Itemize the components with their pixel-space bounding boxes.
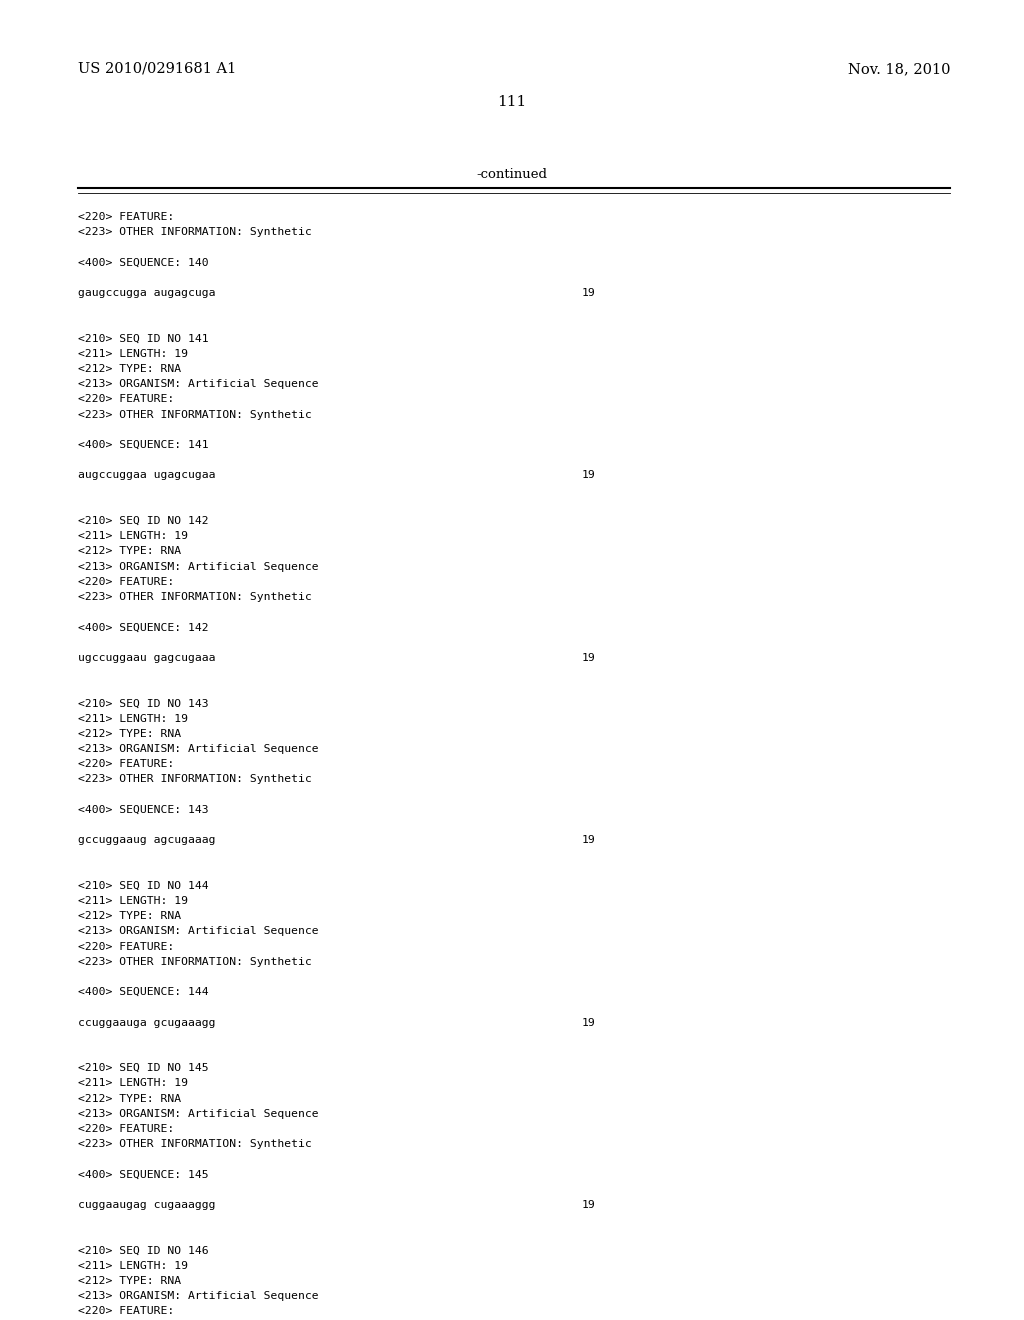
Text: <223> OTHER INFORMATION: Synthetic: <223> OTHER INFORMATION: Synthetic <box>78 775 311 784</box>
Text: <210> SEQ ID NO 144: <210> SEQ ID NO 144 <box>78 880 209 891</box>
Text: <223> OTHER INFORMATION: Synthetic: <223> OTHER INFORMATION: Synthetic <box>78 1139 311 1150</box>
Text: <211> LENGTH: 19: <211> LENGTH: 19 <box>78 714 188 723</box>
Text: <220> FEATURE:: <220> FEATURE: <box>78 395 174 404</box>
Text: <213> ORGANISM: Artificial Sequence: <213> ORGANISM: Artificial Sequence <box>78 1291 318 1302</box>
Text: <223> OTHER INFORMATION: Synthetic: <223> OTHER INFORMATION: Synthetic <box>78 227 311 238</box>
Text: <212> TYPE: RNA: <212> TYPE: RNA <box>78 911 181 921</box>
Text: <213> ORGANISM: Artificial Sequence: <213> ORGANISM: Artificial Sequence <box>78 927 318 936</box>
Text: <220> FEATURE:: <220> FEATURE: <box>78 1307 174 1316</box>
Text: <211> LENGTH: 19: <211> LENGTH: 19 <box>78 348 188 359</box>
Text: <400> SEQUENCE: 141: <400> SEQUENCE: 141 <box>78 440 209 450</box>
Text: <210> SEQ ID NO 145: <210> SEQ ID NO 145 <box>78 1063 209 1073</box>
Text: <400> SEQUENCE: 144: <400> SEQUENCE: 144 <box>78 987 209 997</box>
Text: -continued: -continued <box>476 168 548 181</box>
Text: <210> SEQ ID NO 146: <210> SEQ ID NO 146 <box>78 1246 209 1255</box>
Text: <212> TYPE: RNA: <212> TYPE: RNA <box>78 1276 181 1286</box>
Text: <220> FEATURE:: <220> FEATURE: <box>78 941 174 952</box>
Text: <212> TYPE: RNA: <212> TYPE: RNA <box>78 546 181 557</box>
Text: <400> SEQUENCE: 145: <400> SEQUENCE: 145 <box>78 1170 209 1180</box>
Text: ccuggaauga gcugaaagg: ccuggaauga gcugaaagg <box>78 1018 215 1027</box>
Text: <223> OTHER INFORMATION: Synthetic: <223> OTHER INFORMATION: Synthetic <box>78 591 311 602</box>
Text: <210> SEQ ID NO 143: <210> SEQ ID NO 143 <box>78 698 209 709</box>
Text: <212> TYPE: RNA: <212> TYPE: RNA <box>78 1093 181 1104</box>
Text: 19: 19 <box>582 470 596 480</box>
Text: 19: 19 <box>582 288 596 298</box>
Text: <213> ORGANISM: Artificial Sequence: <213> ORGANISM: Artificial Sequence <box>78 1109 318 1119</box>
Text: <213> ORGANISM: Artificial Sequence: <213> ORGANISM: Artificial Sequence <box>78 744 318 754</box>
Text: US 2010/0291681 A1: US 2010/0291681 A1 <box>78 62 237 77</box>
Text: <211> LENGTH: 19: <211> LENGTH: 19 <box>78 1078 188 1089</box>
Text: <211> LENGTH: 19: <211> LENGTH: 19 <box>78 531 188 541</box>
Text: cuggaaugag cugaaaggg: cuggaaugag cugaaaggg <box>78 1200 215 1210</box>
Text: 19: 19 <box>582 836 596 845</box>
Text: <400> SEQUENCE: 140: <400> SEQUENCE: 140 <box>78 257 209 268</box>
Text: <211> LENGTH: 19: <211> LENGTH: 19 <box>78 1261 188 1271</box>
Text: <223> OTHER INFORMATION: Synthetic: <223> OTHER INFORMATION: Synthetic <box>78 957 311 966</box>
Text: <220> FEATURE:: <220> FEATURE: <box>78 213 174 222</box>
Text: <213> ORGANISM: Artificial Sequence: <213> ORGANISM: Artificial Sequence <box>78 561 318 572</box>
Text: <211> LENGTH: 19: <211> LENGTH: 19 <box>78 896 188 906</box>
Text: gaugccugga augagcuga: gaugccugga augagcuga <box>78 288 215 298</box>
Text: <212> TYPE: RNA: <212> TYPE: RNA <box>78 364 181 374</box>
Text: <400> SEQUENCE: 142: <400> SEQUENCE: 142 <box>78 623 209 632</box>
Text: <212> TYPE: RNA: <212> TYPE: RNA <box>78 729 181 739</box>
Text: 19: 19 <box>582 1200 596 1210</box>
Text: 19: 19 <box>582 1018 596 1027</box>
Text: <210> SEQ ID NO 141: <210> SEQ ID NO 141 <box>78 334 209 343</box>
Text: 111: 111 <box>498 95 526 110</box>
Text: 19: 19 <box>582 653 596 663</box>
Text: <210> SEQ ID NO 142: <210> SEQ ID NO 142 <box>78 516 209 525</box>
Text: <220> FEATURE:: <220> FEATURE: <box>78 577 174 587</box>
Text: <213> ORGANISM: Artificial Sequence: <213> ORGANISM: Artificial Sequence <box>78 379 318 389</box>
Text: augccuggaa ugagcugaa: augccuggaa ugagcugaa <box>78 470 215 480</box>
Text: Nov. 18, 2010: Nov. 18, 2010 <box>848 62 950 77</box>
Text: <223> OTHER INFORMATION: Synthetic: <223> OTHER INFORMATION: Synthetic <box>78 409 311 420</box>
Text: <400> SEQUENCE: 143: <400> SEQUENCE: 143 <box>78 805 209 814</box>
Text: gccuggaaug agcugaaag: gccuggaaug agcugaaag <box>78 836 215 845</box>
Text: <220> FEATURE:: <220> FEATURE: <box>78 759 174 770</box>
Text: ugccuggaau gagcugaaa: ugccuggaau gagcugaaa <box>78 653 215 663</box>
Text: <220> FEATURE:: <220> FEATURE: <box>78 1125 174 1134</box>
